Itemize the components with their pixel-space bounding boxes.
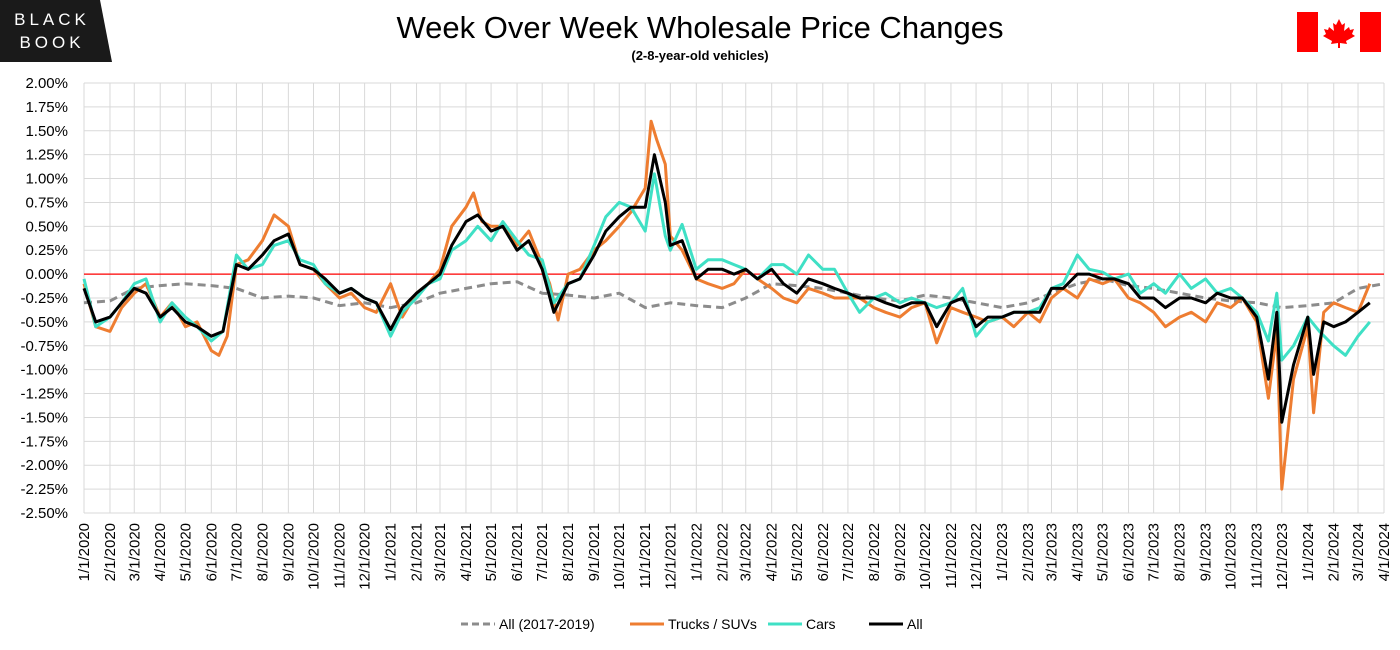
y-tick-label: -1.75% bbox=[20, 433, 68, 450]
x-tick-label: 5/1/2020 bbox=[177, 523, 194, 581]
series-line-1 bbox=[83, 277, 1385, 310]
x-tick-label: 2/1/2024 bbox=[1326, 523, 1343, 581]
x-tick-label: 8/1/2022 bbox=[866, 523, 883, 581]
x-tick-label: 10/1/2023 bbox=[1223, 523, 1240, 590]
x-tick-label: 12/1/2023 bbox=[1274, 523, 1291, 590]
canada-flag-icon bbox=[1297, 12, 1381, 52]
logo-line-2: BOOK bbox=[19, 33, 84, 52]
y-tick-label: 1.00% bbox=[25, 171, 68, 188]
y-tick-label: 1.75% bbox=[25, 99, 68, 116]
y-tick-label: 1.50% bbox=[25, 123, 68, 140]
x-tick-label: 4/1/2020 bbox=[152, 523, 169, 581]
x-tick-label: 9/1/2023 bbox=[1198, 523, 1215, 581]
x-tick-label: 3/1/2022 bbox=[738, 523, 755, 581]
series-line-4 bbox=[82, 153, 1371, 424]
legend-label: Cars bbox=[806, 616, 836, 632]
chart-subtitle: (2-8-year-old vehicles) bbox=[631, 48, 769, 63]
x-tick-label: 2/1/2021 bbox=[409, 523, 426, 581]
x-tick-label: 4/1/2021 bbox=[458, 523, 475, 581]
y-tick-label: -1.00% bbox=[20, 362, 68, 379]
x-tick-label: 7/1/2021 bbox=[534, 523, 551, 581]
chart-title: Week Over Week Wholesale Price Changes bbox=[396, 10, 1004, 45]
x-tick-label: 9/1/2022 bbox=[892, 523, 909, 581]
x-axis-ticks: 1/1/2020 2/1/2020 3/1/2020 4/1/2020 5/1/2020… bbox=[76, 523, 1393, 590]
x-tick-label: 6/1/2022 bbox=[815, 523, 832, 581]
y-tick-label: 0.50% bbox=[25, 218, 68, 235]
x-tick-label: 12/1/2022 bbox=[968, 523, 985, 590]
legend-label: All (2017-2019) bbox=[499, 616, 595, 632]
y-tick-label: -1.25% bbox=[20, 386, 68, 403]
x-tick-label: 12/1/2021 bbox=[662, 523, 679, 590]
x-tick-label: 8/1/2023 bbox=[1172, 523, 1189, 581]
x-tick-label: 4/1/2023 bbox=[1069, 523, 1086, 581]
y-tick-label: -1.50% bbox=[20, 409, 68, 426]
series-line-2 bbox=[82, 119, 1372, 491]
chart-legend: All (2017-2019) Trucks / SUVs Cars All bbox=[461, 616, 923, 632]
x-tick-label: 6/1/2020 bbox=[203, 523, 220, 581]
x-tick-label: 4/1/2022 bbox=[764, 523, 781, 581]
x-tick-label: 3/1/2020 bbox=[126, 523, 143, 581]
y-tick-label: 2.00% bbox=[25, 75, 68, 92]
y-tick-label: -2.25% bbox=[20, 481, 68, 498]
chart-series bbox=[82, 119, 1385, 491]
x-tick-label: 6/1/2021 bbox=[509, 523, 526, 581]
x-tick-label: 7/1/2022 bbox=[840, 523, 857, 581]
x-tick-label: 2/1/2022 bbox=[714, 523, 731, 581]
y-tick-label: -2.50% bbox=[20, 505, 68, 522]
x-tick-label: 11/1/2020 bbox=[331, 523, 348, 589]
y-axis-ticks: 2.00% 1.75% 1.50% 1.25% 1.00% 0.75% 0.50% 0.25%… bbox=[20, 75, 68, 522]
x-tick-label: 3/1/2021 bbox=[432, 523, 449, 581]
x-tick-label: 2/1/2023 bbox=[1020, 523, 1037, 581]
legend-label: Trucks / SUVs bbox=[668, 616, 757, 632]
x-tick-label: 1/1/2020 bbox=[76, 523, 93, 581]
logo-line-1: BLACK bbox=[14, 10, 90, 29]
x-tick-label: 5/1/2021 bbox=[483, 523, 500, 581]
x-tick-label: 11/1/2021 bbox=[637, 523, 654, 589]
x-tick-label: 1/1/2021 bbox=[383, 523, 400, 581]
x-tick-label: 9/1/2020 bbox=[280, 523, 297, 581]
x-tick-label: 1/1/2022 bbox=[688, 523, 705, 581]
x-tick-label: 7/1/2020 bbox=[228, 523, 245, 581]
x-tick-label: 9/1/2021 bbox=[586, 523, 603, 581]
y-tick-label: 0.75% bbox=[25, 194, 68, 211]
y-tick-label: 0.25% bbox=[25, 242, 68, 259]
x-tick-label: 10/1/2020 bbox=[306, 523, 323, 590]
x-tick-label: 1/1/2023 bbox=[994, 523, 1011, 581]
x-tick-label: 10/1/2022 bbox=[917, 523, 934, 590]
x-tick-label: 11/1/2022 bbox=[943, 523, 960, 589]
x-tick-label: 12/1/2020 bbox=[357, 523, 374, 590]
x-tick-label: 7/1/2023 bbox=[1146, 523, 1163, 581]
x-tick-label: 2/1/2020 bbox=[102, 523, 119, 581]
x-tick-label: 1/1/2024 bbox=[1300, 523, 1317, 581]
x-tick-label: 3/1/2024 bbox=[1350, 523, 1367, 581]
x-tick-label: 5/1/2023 bbox=[1095, 523, 1112, 581]
y-tick-label: -2.00% bbox=[20, 457, 68, 474]
x-tick-label: 6/1/2023 bbox=[1121, 523, 1138, 581]
y-tick-label: -0.50% bbox=[20, 314, 68, 331]
x-tick-label: 5/1/2022 bbox=[789, 523, 806, 581]
x-tick-label: 8/1/2021 bbox=[560, 523, 577, 581]
x-tick-label: 4/1/2024 bbox=[1376, 523, 1393, 581]
x-tick-label: 8/1/2020 bbox=[254, 523, 271, 581]
series-line-3 bbox=[82, 172, 1371, 362]
y-tick-label: -0.25% bbox=[20, 290, 68, 307]
black-book-logo: BLACK BOOK bbox=[0, 0, 112, 62]
y-tick-label: -0.75% bbox=[20, 338, 68, 355]
y-tick-label: 0.00% bbox=[25, 266, 68, 283]
y-tick-label: 1.25% bbox=[25, 147, 68, 164]
legend-label: All bbox=[907, 616, 923, 632]
x-tick-label: 3/1/2023 bbox=[1043, 523, 1060, 581]
x-tick-label: 10/1/2021 bbox=[611, 523, 628, 590]
x-tick-label: 11/1/2023 bbox=[1249, 523, 1266, 589]
